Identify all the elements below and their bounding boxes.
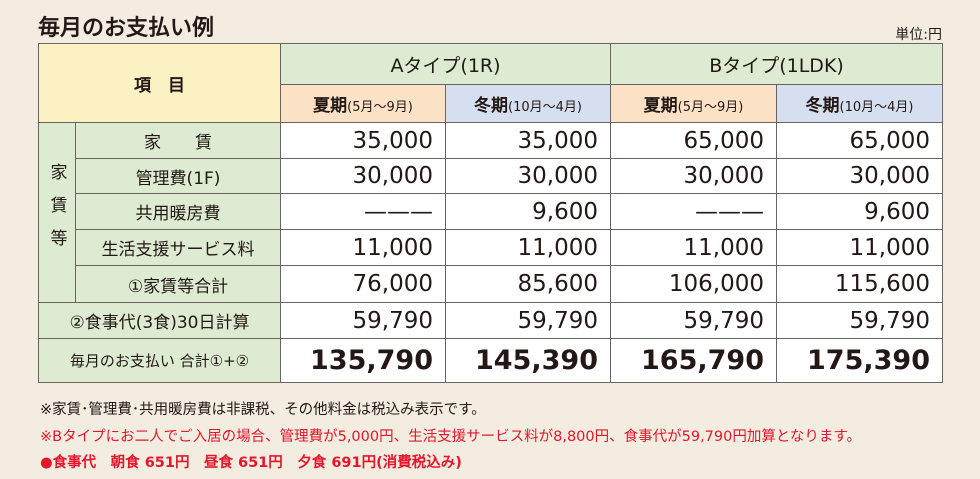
fee-value: 9,600 (445, 193, 611, 230)
row-label: 管理費(1F) (75, 158, 281, 194)
fee-value: ——— (610, 193, 777, 230)
fee-value: 76,000 (280, 265, 446, 303)
season-months: (10月～4月) (508, 100, 582, 115)
unit: 単位:円 (895, 27, 942, 43)
fee-row: 管理費(1F) 30,000 30,000 30,000 30,000 (39, 158, 943, 194)
fee-row: ①家賃等合計 76,000 85,600 106,000 115,600 (39, 265, 943, 303)
fee-table: 項 目 Aタイプ(1R) Bタイプ(1LDK) 夏期(5月～9月) 冬期(10月～4月)… (38, 43, 943, 383)
note: ●食事代 朝食 651円 昼食 651円 夕食 691円(消費税込み) (40, 455, 462, 471)
fee-value: 115,600 (776, 265, 943, 303)
fee-value: 65,000 (776, 122, 943, 159)
season-name: 夏期 (313, 96, 348, 116)
meal-value: 59,790 (280, 302, 446, 339)
season-header: 冬期(10月～4月) (776, 84, 943, 123)
total-row: 毎月のお支払い 合計①+② 135,790 145,390 165,790 175,39… (38, 338, 943, 383)
fee-value: 11,000 (445, 229, 611, 266)
fee-row: 家賃等家 賃 35,000 35,000 65,000 65,000 (38, 122, 943, 303)
season-months: (5月～9月) (677, 100, 744, 115)
meal-row: ②食事代(3食)30日計算 59,790 59,790 59,790 59,790 (38, 302, 943, 339)
fee-value: 35,000 (445, 122, 611, 159)
fee-value: 85,600 (445, 265, 611, 303)
fee-value: 11,000 (280, 229, 446, 266)
total-value: 135,790 (280, 338, 446, 383)
type-header: Bタイプ(1LDK) (610, 43, 943, 85)
fee-value: 30,000 (610, 158, 777, 194)
season-header: 夏期(5月～9月) (610, 84, 777, 123)
fee-row: 生活支援サービス料 11,000 11,000 11,000 11,000 (39, 229, 943, 266)
row-label: 家 賃 (75, 122, 281, 159)
season-months: (10月～4月) (839, 100, 914, 115)
group-label: 家賃等 (38, 122, 76, 303)
meal-value: 59,790 (776, 302, 943, 339)
fee-value: 30,000 (445, 158, 611, 194)
season-row: 夏期(5月～9月) 冬期(10月～4月) 夏期(5月～9月) 冬期(10月～4月) (39, 84, 943, 123)
fee-value: 30,000 (776, 158, 943, 194)
group-text: 家賃等 (46, 163, 67, 262)
meal-label: ②食事代(3食)30日計算 (38, 302, 281, 339)
row-label: 共用暖房費 (75, 193, 281, 230)
total-value: 165,790 (610, 338, 777, 383)
fee-value: 35,000 (280, 122, 446, 159)
fee-value: 11,000 (776, 229, 943, 266)
season-months: (5月～9月) (347, 100, 413, 115)
row-label: 生活支援サービス料 (75, 229, 281, 266)
fee-value: 30,000 (280, 158, 446, 194)
corner: 項 目 (38, 43, 281, 123)
fee-value: 9,600 (776, 193, 943, 230)
fee-value: 65,000 (610, 122, 777, 159)
season-name: 冬期 (805, 96, 840, 116)
header-row: 項 目 Aタイプ(1R) Bタイプ(1LDK) (38, 43, 943, 123)
total-label: 毎月のお支払い 合計①+② (38, 338, 281, 383)
fee-row: 共用暖房費 ——— 9,600 ——— 9,600 (39, 193, 943, 230)
season-name: 夏期 (643, 96, 678, 116)
meal-value: 59,790 (445, 302, 611, 339)
total-value: 145,390 (445, 338, 611, 383)
fee-value: ——— (280, 193, 446, 230)
season-header: 冬期(10月～4月) (445, 84, 611, 123)
title: 毎月のお支払い例 (38, 16, 215, 41)
fee-value: 106,000 (610, 265, 777, 303)
total-value: 175,390 (776, 338, 943, 383)
season-name: 冬期 (474, 96, 509, 116)
row-label: ①家賃等合計 (75, 265, 281, 303)
fee-value: 11,000 (610, 229, 777, 266)
note: ※Bタイプにお二人でご入居の場合、管理費が5,000円、生活支援サービス料が8,… (40, 429, 861, 445)
type-header: Aタイプ(1R) (280, 43, 611, 85)
meal-value: 59,790 (610, 302, 777, 339)
season-header: 夏期(5月～9月) (280, 84, 446, 123)
note: ※家賃･管理費･共用暖房費は非課税、その他料金は税込み表示です。 (40, 402, 486, 418)
